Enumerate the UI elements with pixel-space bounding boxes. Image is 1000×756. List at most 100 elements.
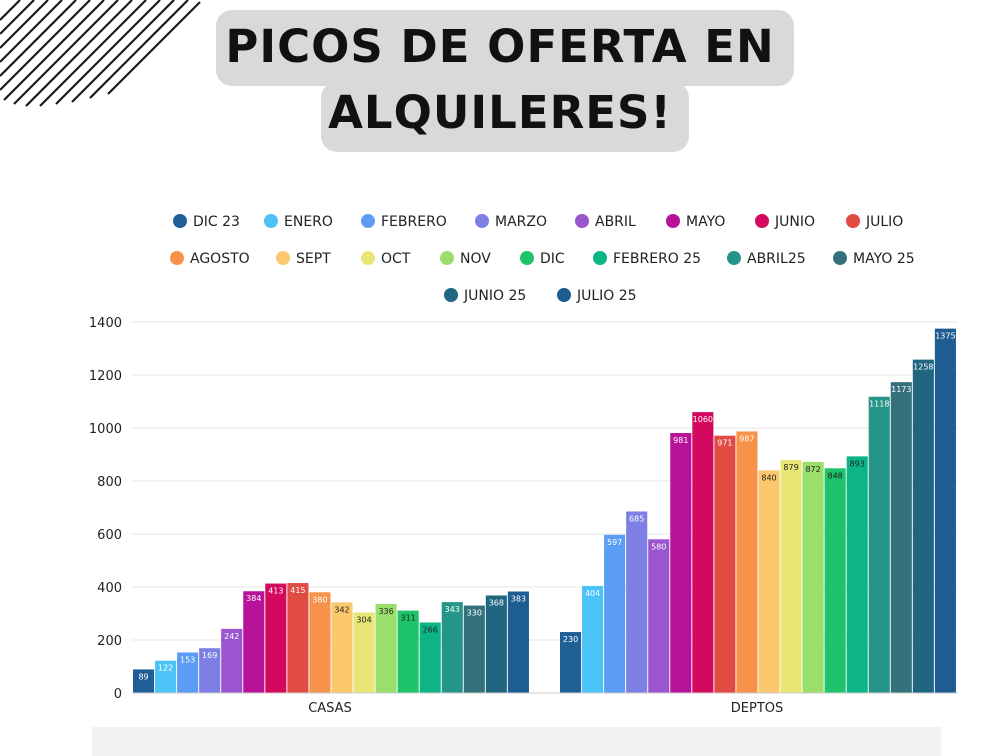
data-label: 169 — [202, 651, 217, 660]
legend-marker — [361, 251, 375, 265]
legend-marker — [846, 214, 860, 228]
legend-marker — [361, 214, 375, 228]
legend-label: MAYO — [686, 214, 725, 230]
legend-label: FEBRERO 25 — [613, 251, 701, 267]
bar — [199, 648, 221, 693]
legend-label: OCT — [381, 251, 411, 267]
legend-label: MARZO — [495, 214, 547, 230]
data-label: 580 — [651, 542, 666, 551]
legend-marker — [276, 251, 290, 265]
bar — [375, 603, 397, 693]
bar — [177, 652, 199, 693]
data-label: 848 — [828, 471, 843, 480]
legend-marker — [264, 214, 278, 228]
data-label: 971 — [717, 439, 732, 448]
legend-marker — [593, 251, 607, 265]
data-label: 266 — [423, 626, 438, 635]
bar — [331, 602, 353, 693]
data-label: 343 — [445, 605, 460, 614]
data-label: 380 — [312, 595, 327, 604]
y-tick-label: 600 — [97, 528, 122, 543]
decorative-stripes — [0, 0, 220, 120]
bar — [736, 431, 758, 693]
data-label: 413 — [268, 587, 283, 596]
bar — [912, 359, 934, 693]
bar — [353, 612, 375, 693]
y-tick-label: 1200 — [89, 369, 122, 384]
bar — [155, 660, 177, 693]
bar — [133, 669, 155, 693]
data-label: 597 — [607, 538, 622, 547]
legend-label: DIC 23 — [193, 214, 240, 230]
data-label: 1173 — [891, 385, 911, 394]
bar — [648, 539, 670, 693]
bar — [934, 328, 956, 693]
data-label: 153 — [180, 655, 195, 664]
bar — [846, 456, 868, 693]
legend-label: JUNIO — [774, 214, 815, 230]
bar — [485, 595, 507, 693]
data-label: 879 — [783, 463, 798, 472]
bar — [692, 412, 714, 693]
bar — [397, 610, 419, 693]
bar — [507, 591, 529, 693]
bar — [582, 585, 604, 693]
bar — [560, 632, 582, 693]
data-label: 311 — [401, 614, 416, 623]
title-background-line2 — [321, 82, 689, 152]
bottom-panel — [92, 727, 941, 756]
data-label: 981 — [673, 436, 688, 445]
chart-title-line2: ALQUILERES! — [328, 86, 672, 139]
legend-marker — [666, 214, 680, 228]
bar — [868, 396, 890, 693]
data-label: 685 — [629, 514, 644, 523]
data-label: 242 — [224, 632, 239, 641]
data-label: 383 — [511, 595, 526, 604]
data-label: 342 — [334, 605, 349, 614]
bar — [670, 433, 692, 693]
chart-title-line1: PICOS DE OFERTA EN — [225, 20, 775, 73]
data-label: 330 — [467, 609, 482, 618]
bar — [802, 461, 824, 693]
bar — [287, 583, 309, 693]
legend-label: ENERO — [284, 214, 333, 230]
y-tick-label: 1400 — [89, 316, 122, 331]
data-label: 1060 — [693, 415, 713, 424]
legend-marker — [444, 288, 458, 302]
data-label: 336 — [378, 607, 393, 616]
legend-marker — [575, 214, 589, 228]
data-label: 404 — [585, 589, 600, 598]
legend-label: JULIO — [865, 214, 903, 230]
data-label: 840 — [761, 473, 776, 482]
y-tick-label: 1000 — [89, 422, 122, 437]
legend-marker — [833, 251, 847, 265]
data-label: 893 — [850, 459, 865, 468]
bar — [626, 511, 648, 693]
legend-label: FEBRERO — [381, 214, 447, 230]
bar — [265, 583, 287, 693]
data-label: 122 — [158, 664, 173, 673]
bar — [243, 591, 265, 693]
bar — [463, 605, 485, 693]
data-label: 230 — [563, 635, 578, 644]
x-category-label: CASAS — [308, 701, 352, 716]
bar — [714, 435, 736, 693]
bar — [604, 534, 626, 693]
data-label: 368 — [489, 598, 504, 607]
legend-label: JULIO 25 — [576, 288, 637, 304]
legend-label: SEPT — [296, 251, 331, 267]
legend-label: DIC — [540, 251, 565, 267]
legend-label: JUNIO 25 — [463, 288, 526, 304]
data-label: 384 — [246, 594, 261, 603]
bar — [758, 470, 780, 693]
data-label: 415 — [290, 586, 305, 595]
legend-marker — [727, 251, 741, 265]
legend-label: ABRIL25 — [747, 251, 806, 267]
x-category-label: DEPTOS — [731, 701, 784, 716]
y-tick-label: 200 — [97, 634, 122, 649]
y-tick-label: 400 — [97, 581, 122, 596]
legend-marker — [557, 288, 571, 302]
y-tick-label: 800 — [97, 475, 122, 490]
title-background-line1 — [216, 10, 794, 86]
